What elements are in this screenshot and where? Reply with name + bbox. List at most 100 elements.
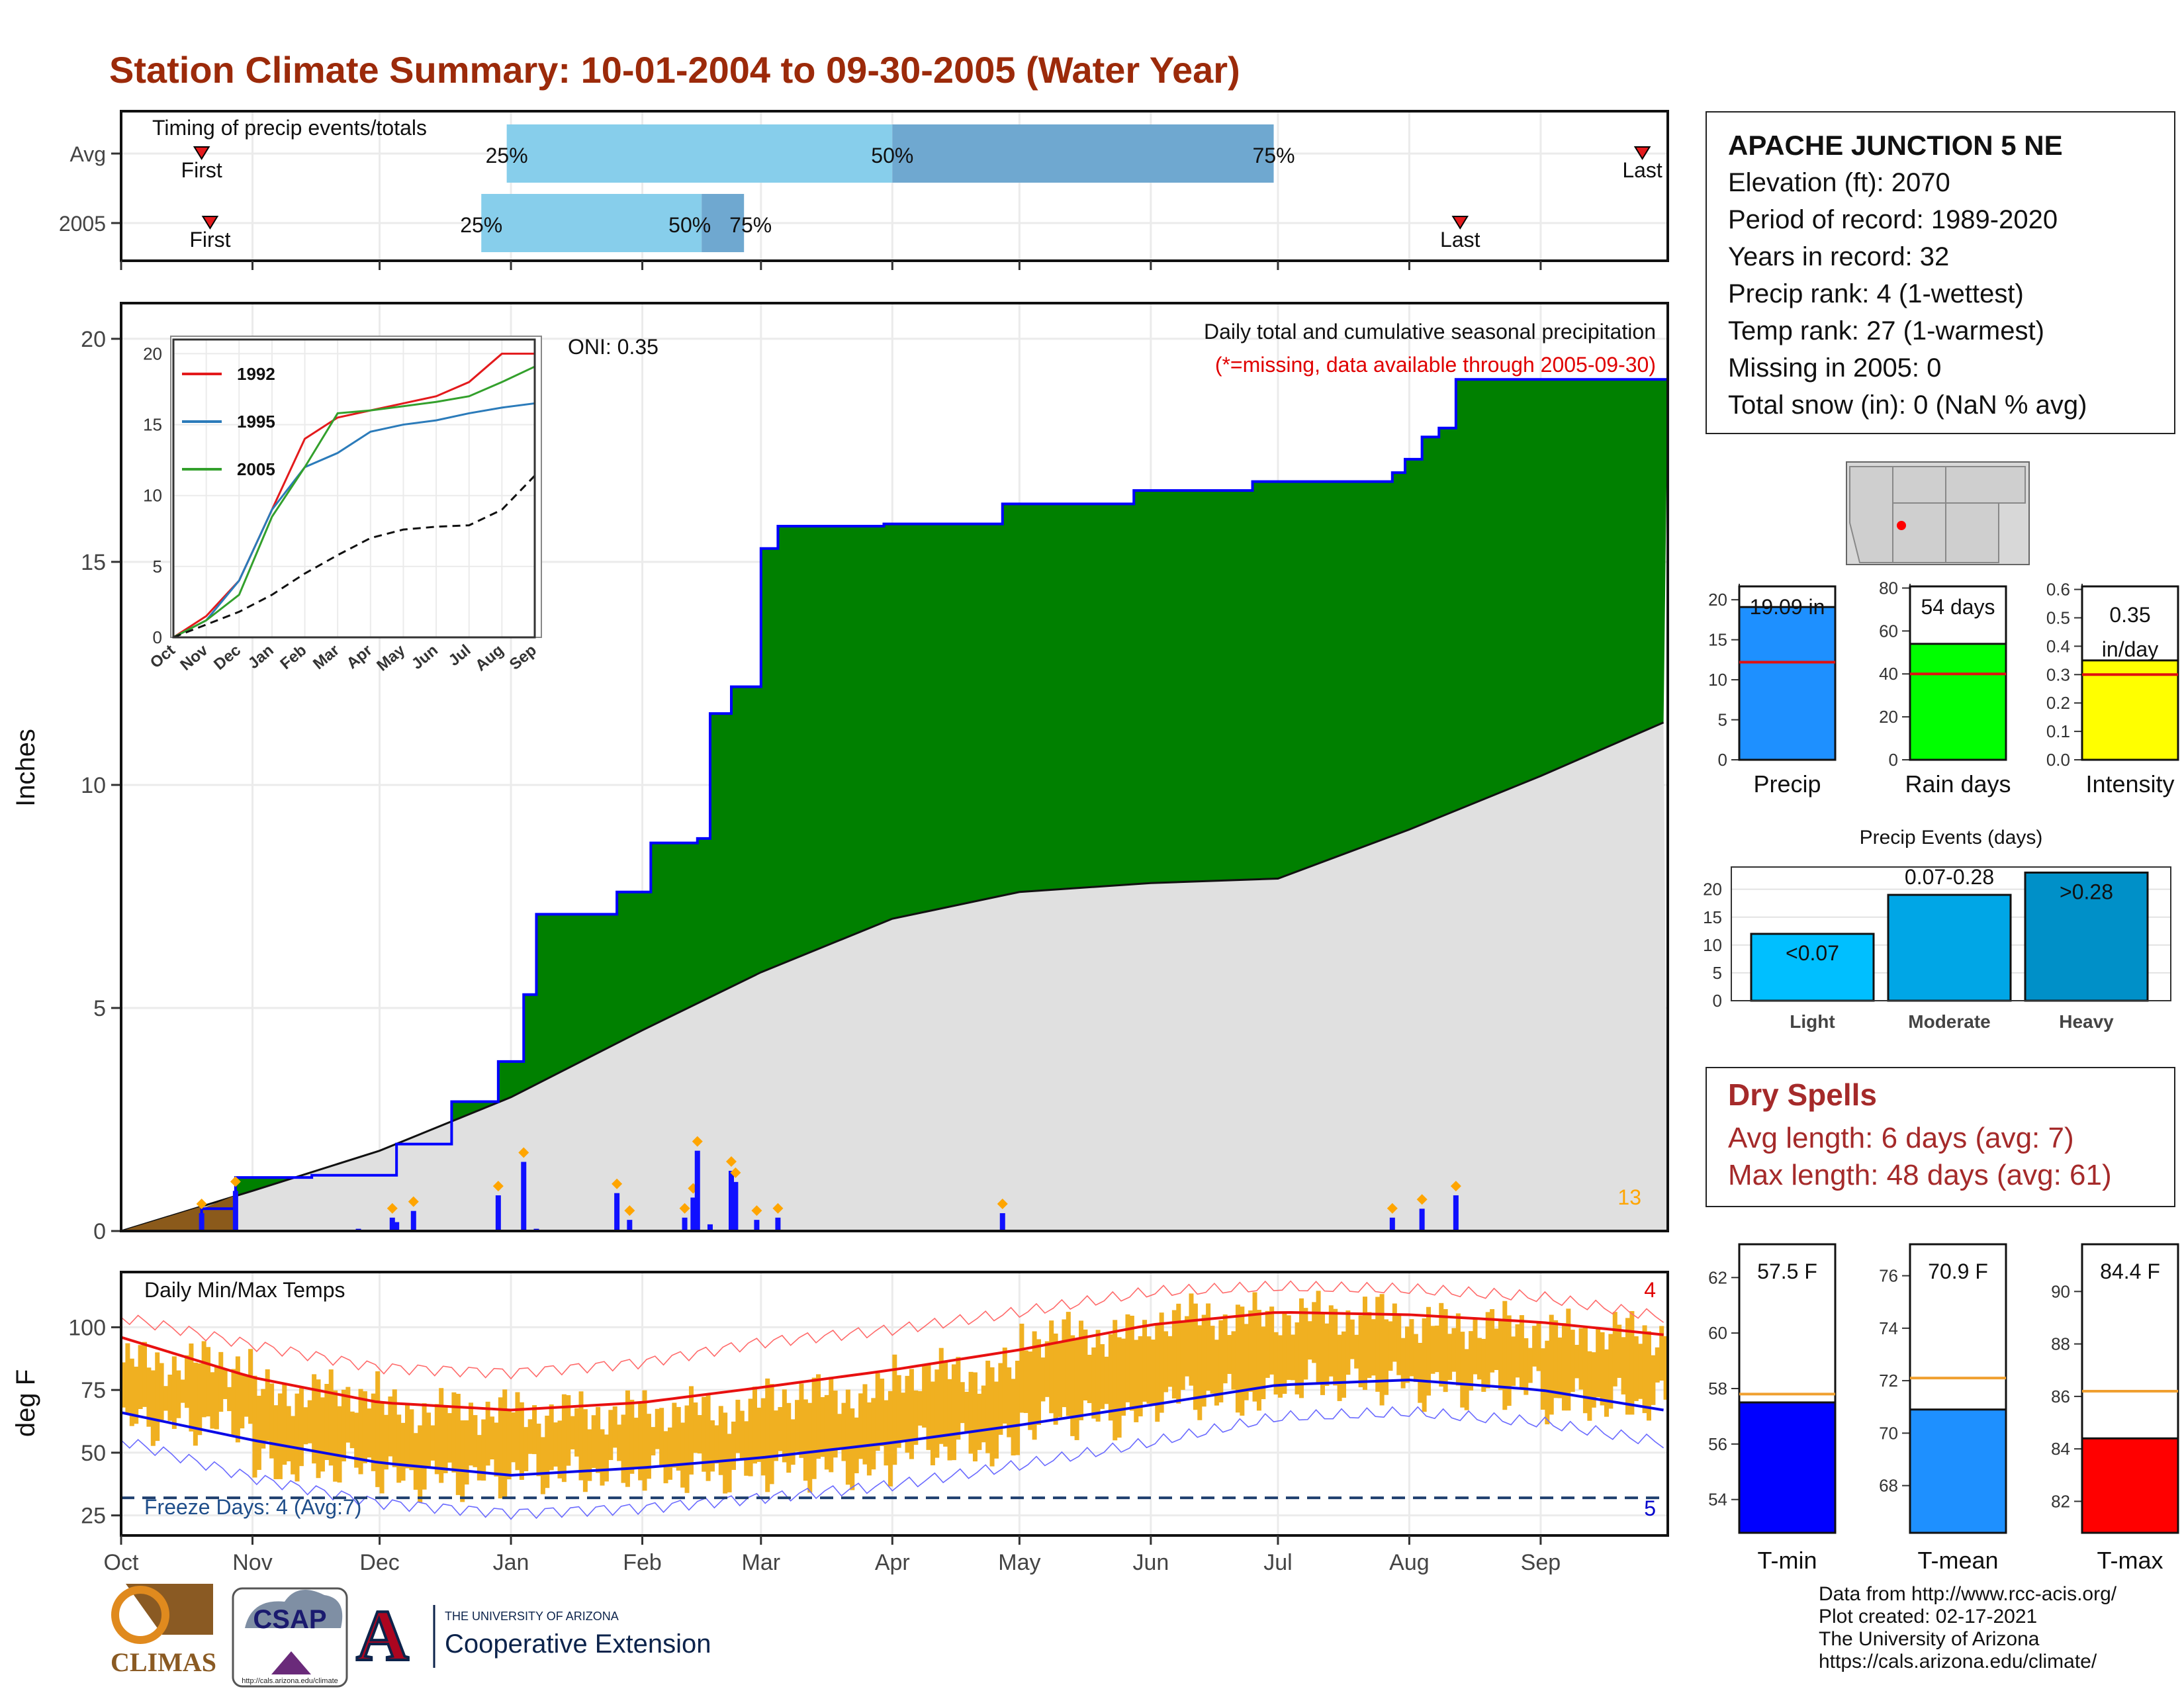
daily-temp-bar	[214, 1367, 219, 1430]
daily-precip-bar	[1453, 1195, 1459, 1231]
daily-temp-bar	[227, 1387, 232, 1412]
daily-temp-bar	[1070, 1335, 1075, 1436]
daily-temp-bar	[1587, 1351, 1592, 1421]
daily-temp-bar	[1265, 1310, 1270, 1378]
daily-temp-bar	[1545, 1340, 1550, 1425]
daily-temp-bar	[1663, 1336, 1668, 1400]
daily-temp-bar	[1358, 1315, 1363, 1388]
daily-temp-bar	[582, 1409, 588, 1492]
daily-temp-bar	[727, 1434, 732, 1492]
daily-temp-bar	[1261, 1326, 1266, 1400]
daily-temp-bar	[333, 1390, 338, 1482]
daily-temp-bar	[146, 1367, 152, 1427]
daily-temp-bar	[858, 1393, 864, 1459]
events-y-tick-label: 5	[1713, 963, 1722, 983]
daily-temp-bar	[608, 1410, 614, 1461]
daily-temp-bar	[680, 1422, 686, 1488]
dry-spells-box: Dry Spells Avg length: 6 days (avg: 7) M…	[1706, 1067, 2175, 1207]
daily-temp-bar	[612, 1406, 617, 1448]
daily-temp-bar	[1430, 1326, 1435, 1374]
daily-temp-bar	[1443, 1308, 1448, 1393]
summary-bar-value: 19.09 in	[1750, 595, 1825, 619]
daily-precip-bar	[707, 1224, 713, 1231]
daily-temp-bar	[684, 1405, 690, 1493]
timing-title: Timing of precip events/totals	[152, 116, 427, 140]
temp-bar-1	[1909, 1408, 2007, 1534]
daily-temp-bar	[739, 1410, 745, 1460]
daily-precip-bar	[410, 1211, 416, 1231]
daily-temp-bar	[960, 1382, 965, 1424]
daily-temp-bar	[1405, 1326, 1410, 1383]
daily-temp-bar	[129, 1358, 134, 1426]
main-y-axis-title: Inches	[11, 729, 40, 807]
temp-bar-y-tick-label: 88	[2051, 1334, 2070, 1354]
temp-bar-y-tick-label: 60	[1708, 1323, 1727, 1343]
daily-temp-bar	[795, 1400, 800, 1452]
daily-temp-bar	[765, 1378, 770, 1492]
inset-y-tick-label: 0	[153, 627, 162, 647]
daily-temp-bar	[604, 1434, 609, 1482]
daily-temp-bar	[723, 1412, 728, 1494]
daily-temp-bar	[735, 1399, 741, 1453]
daily-temp-bar	[477, 1435, 482, 1481]
daily-temp-bar	[760, 1398, 766, 1476]
events-bar-heavy	[2024, 871, 2149, 1002]
daily-precip-bar	[1389, 1217, 1395, 1231]
daily-record-marker	[725, 1156, 737, 1167]
timing-label-25: 25%	[486, 144, 528, 167]
summary-y-tick-label: 0.1	[2046, 721, 2070, 741]
daily-temp-bar	[1490, 1309, 1495, 1373]
daily-temp-bar	[1303, 1308, 1308, 1380]
daily-temp-bar	[697, 1415, 702, 1454]
daily-temp-bar	[125, 1343, 130, 1413]
main-frame	[120, 302, 1669, 1232]
daily-temp-bar	[138, 1345, 143, 1409]
daily-temp-bar	[1163, 1331, 1169, 1393]
daily-temp-bar	[1044, 1341, 1050, 1397]
temp-bar-label: T-min	[1758, 1547, 1817, 1574]
daily-temp-bar	[744, 1421, 749, 1476]
main-y-tick-label: 5	[93, 996, 106, 1021]
daily-temp-bar	[1604, 1349, 1609, 1417]
daily-temp-bar	[1040, 1357, 1046, 1402]
daily-temp-bar	[778, 1406, 783, 1451]
daily-temp-bar	[1324, 1323, 1330, 1386]
daily-record-marker	[679, 1203, 690, 1214]
daily-temp-bar	[455, 1393, 461, 1495]
daily-temp-bar	[574, 1408, 580, 1457]
station-years: Years in record: 32	[1728, 242, 1950, 271]
daily-temp-bar	[523, 1427, 529, 1472]
daily-temp-bar	[324, 1383, 330, 1461]
daily-temp-bar	[193, 1362, 198, 1446]
daily-temp-bar	[930, 1381, 935, 1465]
events-category-label: Light	[1790, 1011, 1835, 1032]
daily-temp-bar	[621, 1414, 626, 1483]
daily-temp-bar	[502, 1389, 508, 1499]
main-corner-count: 13	[1617, 1185, 1641, 1209]
daily-temp-bar	[1176, 1303, 1181, 1404]
temp-bar-value: 70.9 F	[1928, 1259, 1988, 1283]
month-label: Mar	[742, 1550, 781, 1575]
daily-temp-bar	[536, 1424, 541, 1477]
daily-temp-bar	[210, 1372, 215, 1429]
daily-precip-bar	[627, 1220, 633, 1231]
daily-temp-bar	[1596, 1328, 1601, 1398]
daily-temp-bar	[515, 1392, 520, 1471]
daily-temp-bar	[201, 1341, 206, 1418]
daily-temp-bar	[1062, 1319, 1067, 1408]
daily-temp-bar	[303, 1407, 308, 1445]
daily-record-marker	[997, 1199, 1008, 1210]
temp-bar-value: 57.5 F	[1757, 1259, 1817, 1283]
daily-temp-bar	[1108, 1334, 1113, 1421]
daily-temp-bar	[222, 1369, 228, 1399]
first-marker	[193, 146, 210, 160]
summary-bar-value: 0.35	[2109, 603, 2150, 627]
summary-y-tick-label: 0	[1889, 750, 1898, 770]
daily-temp-bar	[358, 1389, 363, 1475]
daily-temp-bar	[379, 1401, 385, 1494]
summary-bar-0	[1738, 606, 1837, 761]
temp-bar-y-tick-label: 86	[2051, 1387, 2070, 1406]
daily-temp-bar	[1553, 1320, 1559, 1398]
